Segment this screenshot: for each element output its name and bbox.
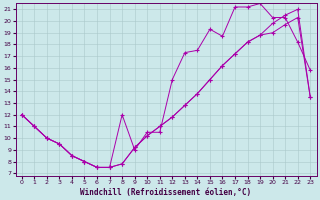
X-axis label: Windchill (Refroidissement éolien,°C): Windchill (Refroidissement éolien,°C) — [80, 188, 252, 197]
